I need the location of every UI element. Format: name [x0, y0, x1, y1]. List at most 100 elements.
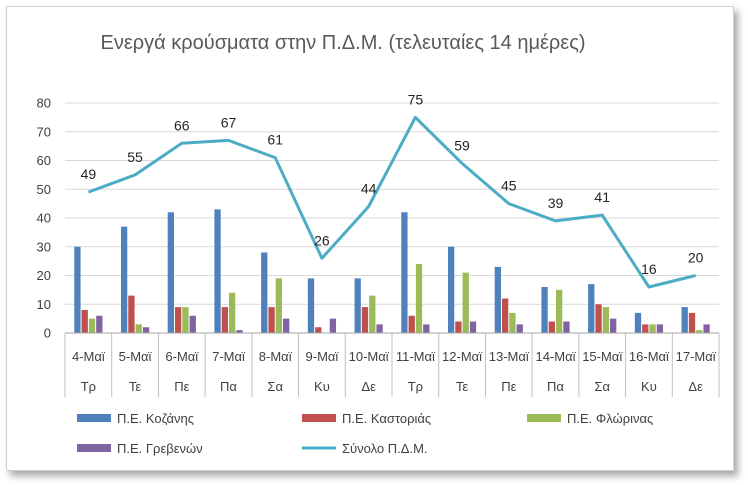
bar-2-10	[501, 298, 509, 333]
bar-2-14	[688, 312, 696, 334]
x-day-label: Τρ	[81, 379, 96, 394]
x-tick-label: 4-Μαϊ	[72, 349, 106, 364]
data-label: 59	[454, 137, 470, 153]
x-day-label: Κυ	[314, 379, 330, 394]
bar-3-8	[415, 264, 423, 333]
bar-4-8	[423, 324, 430, 334]
bar-1-7	[354, 278, 361, 334]
legend-swatch	[77, 414, 111, 422]
bar-2-13	[642, 324, 649, 334]
bar-2-7	[361, 307, 369, 334]
x-day-label: Τρ	[408, 379, 423, 394]
bar-1-2	[120, 226, 128, 334]
bar-1-14	[681, 307, 688, 334]
legend-swatch	[302, 414, 336, 422]
bar-3-1	[88, 318, 96, 334]
legend-swatch	[77, 444, 111, 452]
x-tick-label: 14-Μαϊ	[535, 349, 576, 364]
bar-3-4	[229, 292, 236, 333]
bar-2-8	[408, 315, 415, 333]
bar-3-10	[509, 312, 516, 334]
x-day-label: Πα	[547, 379, 564, 394]
bar-4-5	[283, 318, 290, 334]
legend: Π.Ε. Κοζάνης Π.Ε. Καστοριάς Π.Ε. Φλώρινας Π…	[77, 411, 653, 456]
x-day-label: Δε	[361, 379, 376, 394]
bar-1-9	[447, 246, 455, 333]
bar-2-9	[455, 321, 462, 333]
bar-4-6	[329, 318, 337, 334]
bar-2-1	[81, 310, 88, 333]
chart-title: Ενεργά κρούσματα στην Π.Δ.Μ. (τελευταίες…	[101, 32, 586, 54]
data-label: 41	[594, 189, 610, 205]
data-label: 55	[127, 149, 143, 165]
bar-3-14	[696, 330, 703, 334]
x-tick-label: 15-Μαϊ	[582, 349, 623, 364]
x-day-label: Τε	[456, 379, 469, 394]
y-axis-ticks: 0 10 20 30 40 50 60 70 80	[37, 96, 51, 341]
x-tick-label: 13-Μαϊ	[489, 349, 530, 364]
bar-2-4	[221, 307, 228, 334]
y-tick-label: 40	[37, 211, 51, 226]
x-axis-labels: 4-Μαϊ Τρ 5-Μαϊ Τε 6-Μαϊ Πε 7-Μαϊ Πα 8-Μαϊ Σα 9-Μαϊ…	[72, 349, 717, 394]
y-tick-label: 20	[37, 268, 51, 283]
bar-3-2	[135, 324, 142, 334]
x-tick-label: 10-Μαϊ	[349, 349, 390, 364]
y-tick-label: 70	[37, 124, 51, 139]
bar-3-3	[182, 307, 189, 334]
x-tick-label: 11-Μαϊ	[396, 349, 436, 364]
legend-entry: Σύνολο Π.Δ.Μ.	[342, 441, 428, 456]
bar-1-4	[214, 209, 221, 334]
bar-4-9	[469, 321, 477, 333]
bar-1-6	[307, 278, 315, 334]
data-label: 75	[408, 91, 424, 107]
bar-1-8	[401, 212, 408, 333]
x-day-label: Σα	[594, 379, 610, 394]
bar-4-10	[516, 324, 523, 334]
bar-4-12	[610, 318, 617, 334]
bar-1-10	[494, 266, 501, 334]
bar-1-11	[541, 287, 548, 333]
data-label: 61	[267, 132, 283, 148]
bar-2-3	[174, 307, 182, 334]
x-tick-label: 6-Μαϊ	[165, 349, 199, 364]
y-tick-label: 30	[37, 239, 51, 254]
x-tick-label: 16-Μαϊ	[629, 349, 670, 364]
x-day-label: Δε	[688, 379, 703, 394]
bar-3-7	[369, 295, 376, 334]
total-line: 49 55 66 67 61 26 44 75 59 45 39 41 16 20	[81, 91, 704, 289]
legend-swatch	[527, 414, 561, 422]
x-day-label: Κυ	[641, 379, 657, 394]
chart-frame: Ενεργά κρούσματα στην Π.Δ.Μ. (τελευταίες…	[6, 6, 734, 471]
bar-4-7	[376, 324, 383, 334]
x-tick-label: 12-Μαϊ	[442, 349, 483, 364]
legend-entry: Π.Ε. Φλώρινας	[567, 411, 653, 426]
gridlines	[65, 102, 719, 305]
data-label: 49	[81, 166, 97, 182]
bar-3-11	[556, 289, 563, 334]
bar-4-4	[236, 330, 243, 334]
bar-4-2	[142, 327, 150, 333]
legend-entry: Π.Ε. Κοζάνης	[117, 411, 194, 426]
x-day-label: Πε	[174, 379, 189, 394]
x-tick-label: 5-Μαϊ	[119, 349, 153, 364]
bar-1-13	[634, 312, 642, 334]
bar-4-1	[96, 315, 103, 333]
bar-1-5	[261, 252, 268, 333]
bar-3-5	[275, 278, 283, 334]
data-label: 20	[688, 250, 704, 266]
bar-3-12	[602, 307, 610, 334]
data-label: 26	[314, 232, 330, 248]
data-label: 45	[501, 178, 517, 194]
bar-1-1	[74, 246, 81, 333]
bar-2-11	[548, 321, 555, 333]
y-tick-label: 50	[37, 182, 51, 197]
x-tick-label: 9-Μαϊ	[306, 349, 340, 364]
bar-3-13	[649, 324, 656, 334]
bar-2-6	[315, 327, 322, 333]
x-tick-label: 8-Μαϊ	[259, 349, 293, 364]
total-series-line	[87, 115, 696, 289]
x-tick-label: 17-Μαϊ	[676, 349, 717, 364]
bar-2-2	[128, 295, 135, 334]
data-label: 16	[641, 261, 657, 277]
x-day-label: Σα	[267, 379, 283, 394]
